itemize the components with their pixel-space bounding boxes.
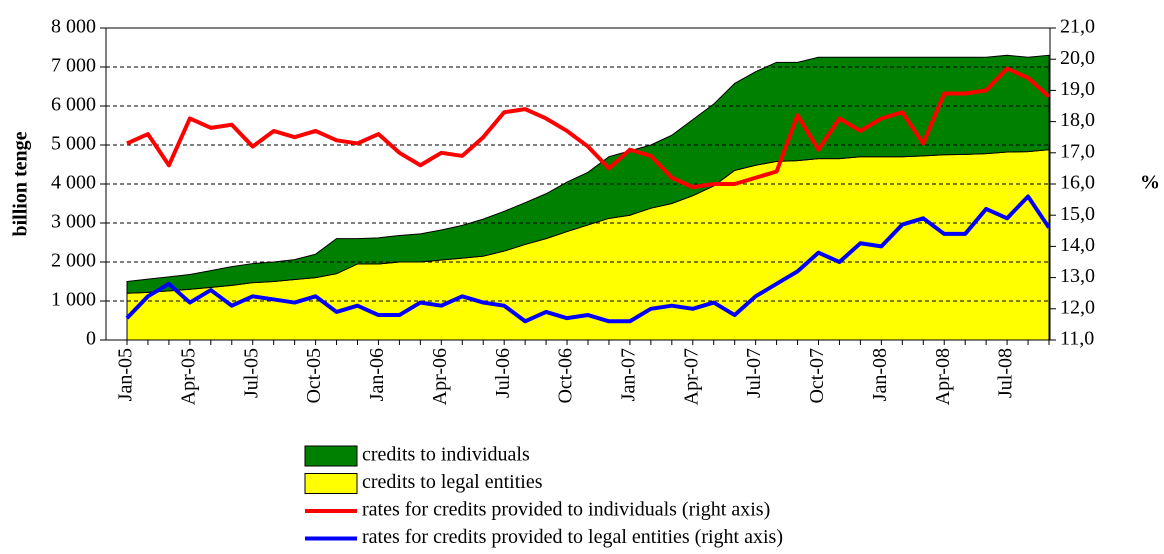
y2-tick-label: 15,0 <box>1060 203 1095 225</box>
x-tick-label: Apr-08 <box>932 348 954 405</box>
legend-swatch <box>304 445 358 467</box>
y2-tick-label: 14,0 <box>1060 234 1095 256</box>
x-tick-label: Jul-08 <box>995 348 1017 398</box>
x-tick-label: Apr-06 <box>429 348 451 405</box>
y-tick-label: 7 000 <box>51 55 96 77</box>
legend-label: rates for credits provided to legal enti… <box>362 526 783 548</box>
y-tick-label: 4 000 <box>51 172 96 194</box>
y2-tick-label: 11,0 <box>1060 328 1094 350</box>
legend-label: credits to legal entities <box>362 471 543 493</box>
x-tick-label: Jan-05 <box>115 348 137 401</box>
y-tick-label: 2 000 <box>51 250 96 272</box>
y2-tick-label: 20,0 <box>1060 47 1095 69</box>
y2-tick-label: 12,0 <box>1060 296 1095 318</box>
y-tick-label: 1 000 <box>51 289 96 311</box>
legend-swatch <box>304 473 358 494</box>
y2-tick-label: 17,0 <box>1060 140 1095 162</box>
area <box>126 54 1050 294</box>
plot-frame <box>105 27 1051 341</box>
x-tick-label: Jan-08 <box>869 348 891 401</box>
y2-tick-label: 19,0 <box>1060 78 1095 100</box>
x-tick-label: Jan-07 <box>618 348 640 401</box>
x-tick-label: Jul-06 <box>492 348 514 398</box>
y2-tick-label: 21,0 <box>1060 16 1095 38</box>
legend-label: rates for credits provided to individual… <box>362 499 770 521</box>
x-tick-label: Oct-05 <box>303 348 325 404</box>
x-tick-label: Jul-07 <box>743 348 765 398</box>
line <box>126 66 1051 190</box>
x-tick-label: Apr-05 <box>177 348 199 405</box>
x-tick-label: Apr-07 <box>680 348 702 405</box>
x-tick-label: Oct-06 <box>555 348 577 404</box>
y2-tick-label: 13,0 <box>1060 265 1095 287</box>
y-tick-label: 5 000 <box>51 133 96 155</box>
y-tick-label: 8 000 <box>51 16 96 38</box>
y-tick-label: 0 <box>86 328 96 350</box>
y-axis-label: billion tenge <box>10 131 32 236</box>
x-tick-label: Jan-06 <box>366 348 388 401</box>
y2-tick-label: 16,0 <box>1060 172 1095 194</box>
legend-label: credits to individuals <box>362 444 530 466</box>
x-tick-label: Oct-07 <box>806 348 828 404</box>
y-tick-label: 6 000 <box>51 94 96 116</box>
y2-axis-label: % <box>1140 172 1160 194</box>
x-tick-label: Jul-05 <box>240 348 262 398</box>
y-tick-label: 3 000 <box>51 211 96 233</box>
y2-tick-label: 18,0 <box>1060 109 1095 131</box>
line <box>125 194 1051 324</box>
